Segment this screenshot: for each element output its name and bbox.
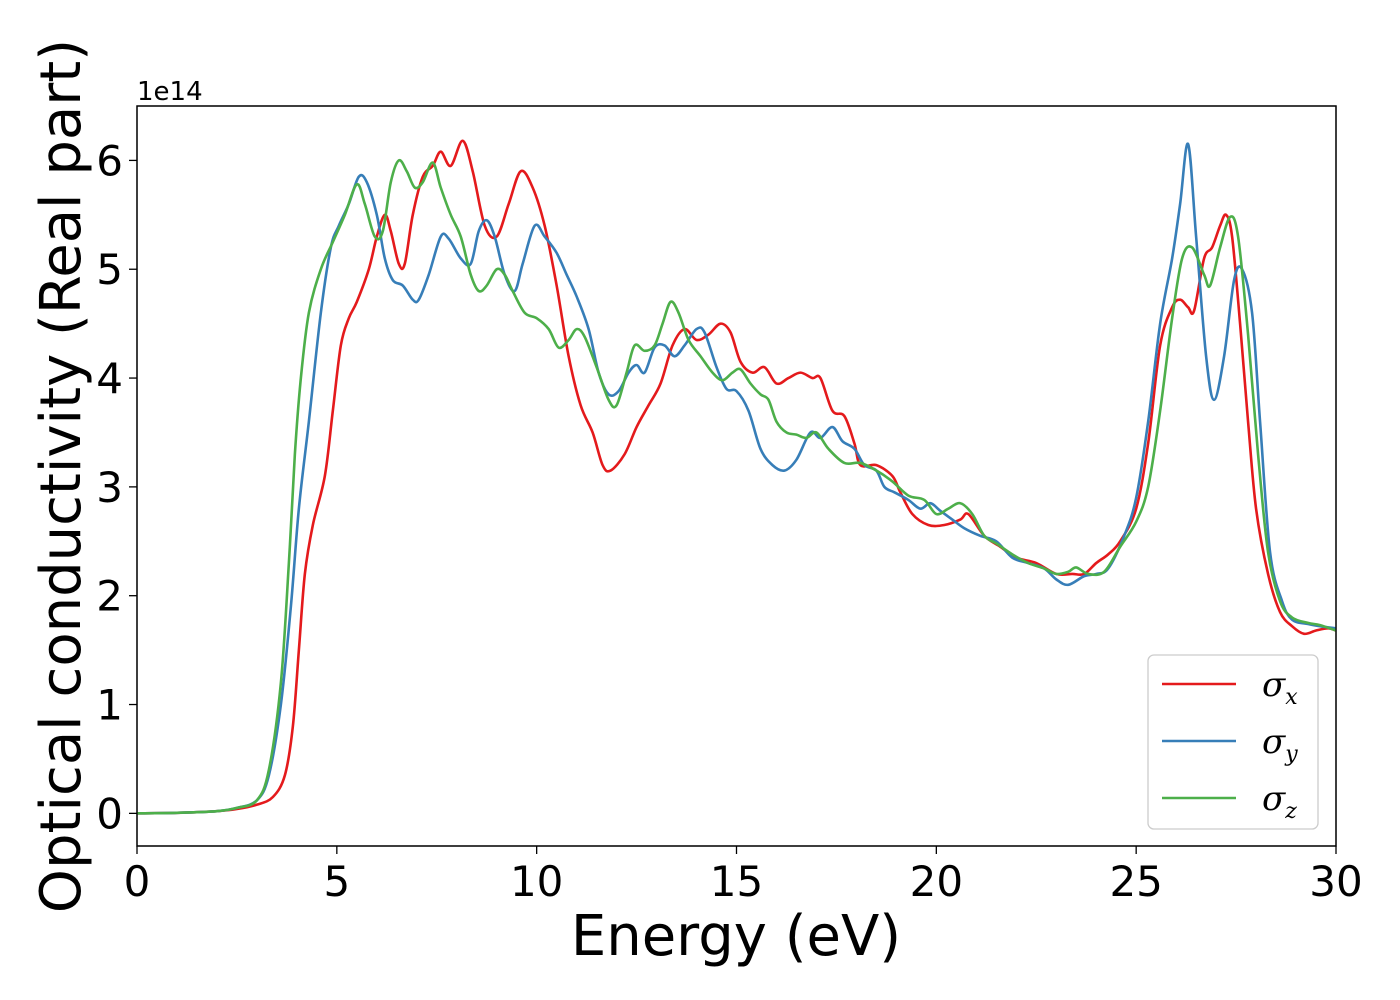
x-axis-ticks: 0 5 10 15 20 25 30 [124, 846, 1363, 906]
x-tick-label: 30 [1309, 857, 1362, 906]
x-tick-label: 20 [910, 857, 963, 906]
series-layer [137, 139, 1336, 815]
y-tick-label: 1 [96, 681, 123, 730]
legend-entry-z: σz [1262, 779, 1297, 824]
y-tick-label: 0 [96, 789, 123, 838]
series-line-y [137, 142, 1336, 815]
legend-entry-x: σx [1262, 665, 1298, 710]
x-tick-label: 0 [124, 857, 151, 906]
y-axis-label: Optical conductivity (Real part) [29, 39, 94, 913]
x-tick-label: 5 [323, 857, 350, 906]
legend: σx σy σz [1147, 654, 1319, 830]
y-axis-ticks: 0 1 2 3 4 5 6 [96, 136, 137, 838]
y-tick-label: 2 [96, 572, 123, 621]
y-tick-label: 6 [96, 136, 123, 185]
series-line-z [137, 158, 1336, 815]
y-tick-label: 5 [96, 245, 123, 294]
x-tick-label: 10 [510, 857, 563, 906]
y-tick-label: 3 [96, 463, 123, 512]
legend-entry-y: σy [1262, 722, 1298, 767]
x-tick-label: 15 [710, 857, 763, 906]
plot-area [136, 105, 1337, 847]
x-axis-label: Energy (eV) [571, 904, 901, 969]
y-tick-label: 4 [96, 354, 123, 403]
y-offset-label: 1e14 [137, 77, 203, 107]
x-tick-label: 25 [1109, 857, 1162, 906]
